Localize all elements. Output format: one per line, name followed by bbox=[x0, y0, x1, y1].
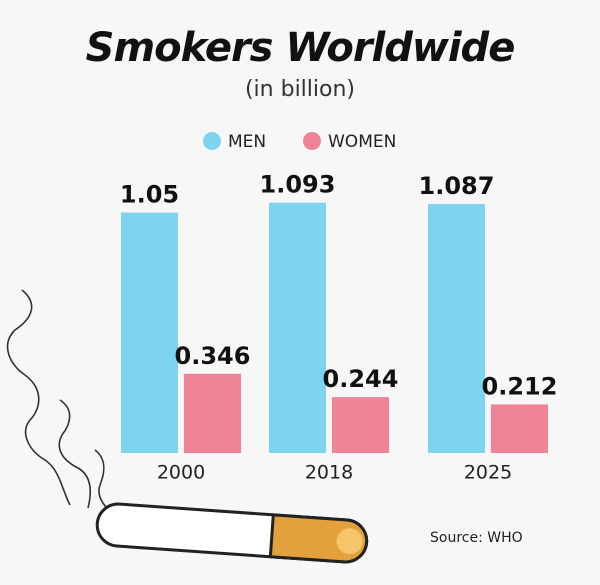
bar bbox=[428, 204, 485, 453]
value-label: 1.093 bbox=[260, 171, 336, 199]
value-label: 1.087 bbox=[419, 172, 495, 200]
bar bbox=[332, 397, 389, 453]
legend-label: WOMEN bbox=[328, 132, 396, 152]
chart-subtitle: (in billion) bbox=[245, 77, 355, 102]
bar bbox=[491, 404, 548, 453]
bar bbox=[184, 373, 241, 453]
chart-title: Smokers Worldwide bbox=[86, 25, 515, 71]
source-note: Source: WHO bbox=[430, 530, 523, 546]
value-label: 0.212 bbox=[482, 372, 558, 400]
x-tick-label: 2025 bbox=[464, 462, 512, 484]
bar bbox=[269, 202, 326, 453]
legend-swatch bbox=[303, 132, 321, 150]
value-label: 0.244 bbox=[323, 365, 399, 393]
cigarette-decoration bbox=[95, 502, 369, 564]
x-tick-label: 2018 bbox=[305, 462, 353, 484]
x-tick-label: 2000 bbox=[157, 462, 205, 484]
legend-swatch bbox=[203, 132, 221, 150]
legend-label: MEN bbox=[228, 132, 266, 152]
value-label: 1.05 bbox=[120, 181, 179, 209]
bar bbox=[121, 212, 178, 453]
smoke-decoration bbox=[6, 289, 111, 513]
value-label: 0.346 bbox=[175, 342, 251, 370]
